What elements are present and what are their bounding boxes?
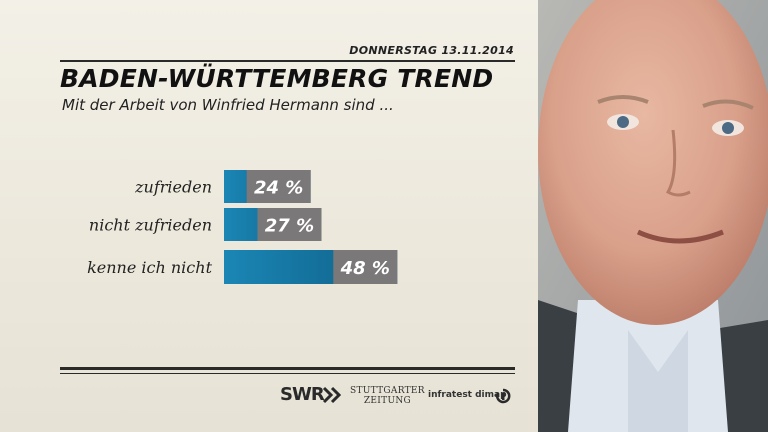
category-label: kenne ich nicht [87,258,212,277]
infratest-dimap-logo: infratest dimap [428,390,507,400]
swr-arrows-icon [322,386,342,404]
chart-panel: DONNERSTAG 13.11.2014 BADEN-WÜRTTEMBERG … [0,0,538,432]
footer-logos: SWR STUTTGARTER ZEITUNG infratest dimap [0,384,538,414]
value-label: 24 % [254,178,303,199]
chart-subtitle: Mit der Arbeit von Winfried Hermann sind… [62,96,394,114]
category-label: zufrieden [134,178,212,197]
bottom-rule [60,367,515,370]
value-label: 48 % [340,258,390,279]
stz-line2: ZEITUNG [363,396,412,406]
value-label-box [333,250,398,284]
top-rule [60,60,515,62]
date-label: DONNERSTAG 13.11.2014 [349,44,514,57]
category-label: nicht zufrieden [89,216,212,235]
swr-logo: SWR [280,384,325,405]
value-label: 27 % [265,216,314,237]
portrait-photo [538,0,768,432]
value-label-box [246,170,311,203]
chart-title: BADEN-WÜRTTEMBERG TREND [60,64,494,93]
bar-chart: zufrieden 24 % nicht zufrieden 27 % kenne ic… [87,170,398,284]
stuttgarter-zeitung-logo: STUTTGARTER ZEITUNG [350,386,425,406]
stz-line1: STUTTGARTER [350,386,425,396]
infratest-icon [496,388,511,404]
bottom-rule-thin [60,373,515,374]
value-label-box [257,208,322,241]
portrait-photo-icon [538,0,768,432]
